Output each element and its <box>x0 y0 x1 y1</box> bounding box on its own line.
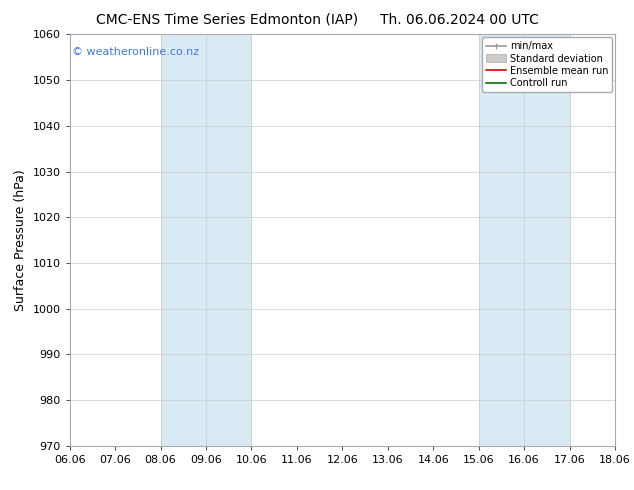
Legend: min/max, Standard deviation, Ensemble mean run, Controll run: min/max, Standard deviation, Ensemble me… <box>482 37 612 92</box>
Text: © weatheronline.co.nz: © weatheronline.co.nz <box>72 47 200 57</box>
Bar <box>479 34 569 446</box>
Bar <box>160 34 252 446</box>
Y-axis label: Surface Pressure (hPa): Surface Pressure (hPa) <box>14 169 27 311</box>
Text: CMC-ENS Time Series Edmonton (IAP)     Th. 06.06.2024 00 UTC: CMC-ENS Time Series Edmonton (IAP) Th. 0… <box>96 12 538 26</box>
